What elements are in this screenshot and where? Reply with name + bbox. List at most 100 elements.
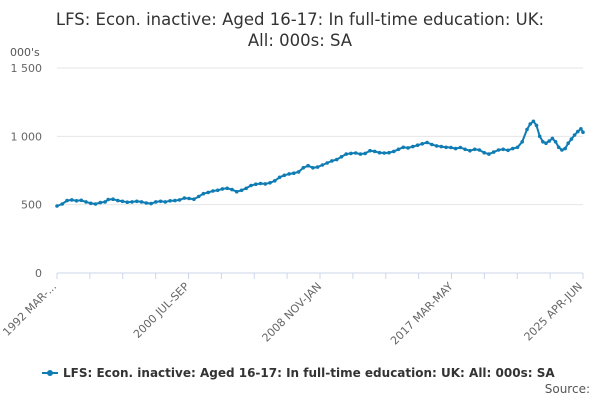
data-point[interactable]	[325, 161, 329, 165]
data-point[interactable]	[84, 200, 88, 204]
data-point[interactable]	[277, 175, 282, 180]
data-point[interactable]	[411, 144, 415, 149]
data-point[interactable]	[93, 202, 98, 206]
data-point[interactable]	[263, 182, 268, 186]
data-point[interactable]	[139, 200, 144, 204]
data-point[interactable]	[563, 146, 567, 151]
data-point[interactable]	[258, 181, 263, 186]
data-point[interactable]	[98, 200, 103, 205]
data-point[interactable]	[244, 186, 248, 191]
data-point[interactable]	[211, 189, 215, 193]
data-point[interactable]	[544, 141, 548, 145]
data-point[interactable]	[425, 140, 429, 145]
data-point[interactable]	[201, 191, 206, 196]
data-point[interactable]	[220, 187, 225, 191]
data-point[interactable]	[89, 201, 93, 206]
data-point[interactable]	[531, 119, 536, 124]
data-point[interactable]	[144, 201, 149, 205]
data-point[interactable]	[547, 139, 551, 143]
data-point[interactable]	[458, 145, 463, 150]
data-point[interactable]	[192, 197, 196, 201]
data-point[interactable]	[406, 146, 410, 150]
data-point[interactable]	[576, 129, 580, 134]
data-point[interactable]	[420, 142, 425, 146]
data-point[interactable]	[501, 147, 506, 152]
data-point[interactable]	[487, 152, 491, 156]
data-point[interactable]	[560, 148, 564, 152]
data-point[interactable]	[439, 144, 444, 149]
data-point[interactable]	[230, 187, 234, 192]
data-point[interactable]	[206, 190, 210, 195]
data-point[interactable]	[339, 155, 344, 159]
data-point[interactable]	[449, 145, 453, 150]
data-point[interactable]	[103, 200, 107, 204]
data-point[interactable]	[396, 147, 401, 152]
data-point[interactable]	[225, 186, 229, 191]
data-point[interactable]	[415, 143, 420, 147]
data-point[interactable]	[273, 179, 277, 183]
data-point[interactable]	[296, 170, 301, 174]
data-point[interactable]	[111, 197, 115, 201]
data-point[interactable]	[120, 199, 125, 204]
data-point[interactable]	[315, 165, 320, 169]
data-point[interactable]	[377, 150, 382, 155]
legend[interactable]: LFS: Econ. inactive: Aged 16-17: In full…	[42, 366, 555, 380]
data-point[interactable]	[234, 189, 239, 194]
data-point[interactable]	[70, 198, 74, 202]
data-point[interactable]	[550, 136, 555, 141]
data-point[interactable]	[566, 141, 570, 145]
data-point[interactable]	[534, 123, 539, 128]
data-point[interactable]	[363, 151, 368, 156]
data-point[interactable]	[130, 200, 134, 204]
data-point[interactable]	[491, 150, 496, 154]
data-point[interactable]	[434, 144, 439, 148]
data-point[interactable]	[182, 196, 187, 200]
data-point[interactable]	[74, 199, 79, 203]
data-point[interactable]	[579, 127, 583, 131]
data-point[interactable]	[463, 147, 467, 152]
data-point[interactable]	[525, 127, 529, 132]
data-point[interactable]	[215, 188, 220, 193]
data-point[interactable]	[168, 199, 172, 203]
data-point[interactable]	[55, 204, 59, 208]
data-point[interactable]	[349, 151, 353, 156]
data-point[interactable]	[149, 201, 153, 206]
data-point[interactable]	[528, 122, 532, 126]
data-point[interactable]	[158, 199, 163, 204]
data-point[interactable]	[249, 183, 253, 188]
data-point[interactable]	[368, 148, 372, 153]
data-point[interactable]	[173, 198, 177, 203]
data-point[interactable]	[496, 148, 501, 152]
data-point[interactable]	[537, 134, 542, 139]
data-point[interactable]	[472, 147, 477, 152]
data-point[interactable]	[468, 148, 472, 153]
data-point[interactable]	[344, 152, 349, 156]
data-point[interactable]	[353, 151, 358, 155]
data-point[interactable]	[60, 202, 64, 206]
data-point[interactable]	[311, 166, 315, 170]
data-point[interactable]	[282, 173, 287, 178]
data-point[interactable]	[301, 166, 306, 170]
data-point[interactable]	[520, 140, 524, 144]
data-point[interactable]	[401, 145, 406, 150]
data-point[interactable]	[65, 198, 69, 203]
data-point[interactable]	[510, 146, 515, 151]
data-point[interactable]	[581, 130, 585, 134]
data-point[interactable]	[569, 137, 574, 141]
data-point[interactable]	[387, 150, 391, 155]
data-point[interactable]	[320, 163, 325, 167]
data-point[interactable]	[187, 196, 191, 201]
data-point[interactable]	[372, 149, 377, 154]
data-point[interactable]	[254, 182, 258, 186]
data-point[interactable]	[135, 199, 139, 204]
data-point[interactable]	[556, 145, 561, 150]
data-point[interactable]	[392, 149, 396, 154]
data-point[interactable]	[106, 197, 110, 202]
data-point[interactable]	[453, 146, 458, 151]
data-point[interactable]	[330, 159, 334, 163]
data-point[interactable]	[287, 172, 291, 176]
data-point[interactable]	[541, 140, 545, 144]
data-point[interactable]	[177, 198, 182, 202]
data-point[interactable]	[382, 151, 387, 155]
data-point[interactable]	[515, 145, 520, 150]
